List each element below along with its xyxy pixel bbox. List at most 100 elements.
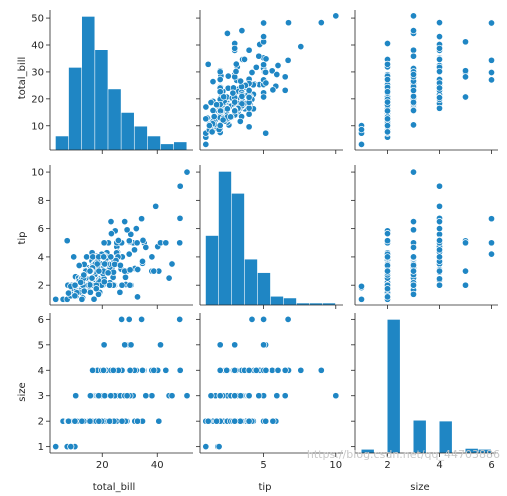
scatter-point xyxy=(107,230,115,238)
scatter-point xyxy=(71,292,79,300)
scatter-point xyxy=(86,267,94,275)
scatter-point xyxy=(317,366,325,374)
scatter-point xyxy=(383,128,392,136)
scatter-point xyxy=(238,27,246,35)
y-tick-label: 50 xyxy=(31,14,44,25)
scatter-point xyxy=(409,226,418,234)
scatter-point xyxy=(148,253,156,261)
y-tick-label: 1 xyxy=(38,442,44,453)
scatter-point xyxy=(118,417,126,425)
scatter-point xyxy=(284,56,292,64)
hist-bar xyxy=(95,50,108,150)
scatter-point xyxy=(101,260,109,268)
scatter-point xyxy=(435,84,444,92)
scatter-point xyxy=(216,392,224,400)
hist-bar xyxy=(361,449,374,453)
scatter-point xyxy=(238,92,246,100)
hist-bar xyxy=(244,259,258,305)
scatter-point xyxy=(227,113,235,121)
scatter-point xyxy=(95,267,103,275)
scatter-point xyxy=(216,68,224,76)
scatter-point xyxy=(409,290,418,298)
scatter-point xyxy=(409,98,418,106)
scatter-point xyxy=(297,366,305,374)
scatter-point xyxy=(111,260,119,268)
scatter-point xyxy=(435,246,444,254)
x-tick-label: 40 xyxy=(151,460,164,471)
scatter-point xyxy=(383,115,392,123)
watermark: https://blog.csdn.net/qq_44703886 xyxy=(307,448,500,461)
scatter-point xyxy=(209,78,217,86)
scatter-point xyxy=(409,267,418,275)
scatter-point xyxy=(106,281,114,289)
scatter-point xyxy=(357,126,366,134)
scatter-point xyxy=(383,122,392,130)
scatter-point xyxy=(86,392,94,400)
scatter-point xyxy=(204,417,212,425)
scatter-point xyxy=(435,182,444,190)
scatter-point xyxy=(383,75,392,84)
scatter-point xyxy=(236,117,244,125)
x-tick-label: 20 xyxy=(96,460,109,471)
scatter-point xyxy=(409,12,418,20)
hist-bar xyxy=(134,126,148,150)
y-tick-label: 4 xyxy=(38,252,44,263)
scatter-point xyxy=(100,278,108,286)
scatter-point xyxy=(107,253,115,261)
scatter-point xyxy=(176,182,184,190)
scatter-point xyxy=(133,293,142,301)
y-tick-label: 6 xyxy=(38,224,44,235)
scatter-point xyxy=(435,236,444,245)
scatter-point xyxy=(219,116,227,124)
y-tick-label: 10 xyxy=(31,121,44,132)
scatter-point xyxy=(231,392,239,400)
scatter-point xyxy=(409,243,418,251)
scatter-point xyxy=(202,140,210,148)
scatter-point xyxy=(220,93,228,101)
scatter-point xyxy=(138,366,147,374)
scatter-point xyxy=(461,38,470,46)
scatter-point xyxy=(99,366,108,374)
panel-total_bill-vs-size xyxy=(351,10,498,154)
scatter-point xyxy=(86,417,94,425)
xlabel-size: size xyxy=(410,482,429,493)
scatter-point xyxy=(78,295,86,303)
scatter-point xyxy=(409,70,418,79)
scatter-point xyxy=(252,366,260,374)
scatter-point xyxy=(274,61,282,70)
panel-total_bill-vs-tip xyxy=(196,10,343,154)
scatter-point xyxy=(461,281,470,289)
scatter-point xyxy=(72,392,80,400)
scatter-point xyxy=(273,392,281,400)
scatter-point xyxy=(262,129,270,137)
scatter-point xyxy=(383,98,392,106)
scatter-point xyxy=(487,56,496,64)
scatter-point xyxy=(89,253,97,261)
scatter-point xyxy=(63,237,71,245)
scatter-point xyxy=(107,392,115,400)
hist-bar xyxy=(439,421,452,453)
scatter-point xyxy=(268,366,276,374)
scatter-point xyxy=(260,341,268,349)
y-tick-label: 4 xyxy=(38,366,44,377)
scatter-point xyxy=(238,100,246,108)
scatter-point xyxy=(80,271,88,279)
x-tick-label: 4 xyxy=(436,460,442,471)
scatter-point xyxy=(86,288,94,296)
scatter-point xyxy=(232,67,240,76)
scatter-point xyxy=(248,315,256,323)
y-tick-label: 30 xyxy=(31,67,44,78)
scatter-point xyxy=(461,239,470,247)
scatter-point xyxy=(75,261,83,270)
scatter-point xyxy=(409,46,418,54)
scatter-point xyxy=(237,77,245,85)
scatter-point xyxy=(435,55,444,63)
scatter-point xyxy=(409,86,418,95)
hist-bar xyxy=(257,272,271,305)
scatter-point xyxy=(281,366,289,374)
hist-bar xyxy=(205,235,219,305)
scatter-point xyxy=(138,257,147,265)
scatter-point xyxy=(106,417,114,425)
scatter-point xyxy=(487,19,496,27)
scatter-point xyxy=(383,237,392,245)
